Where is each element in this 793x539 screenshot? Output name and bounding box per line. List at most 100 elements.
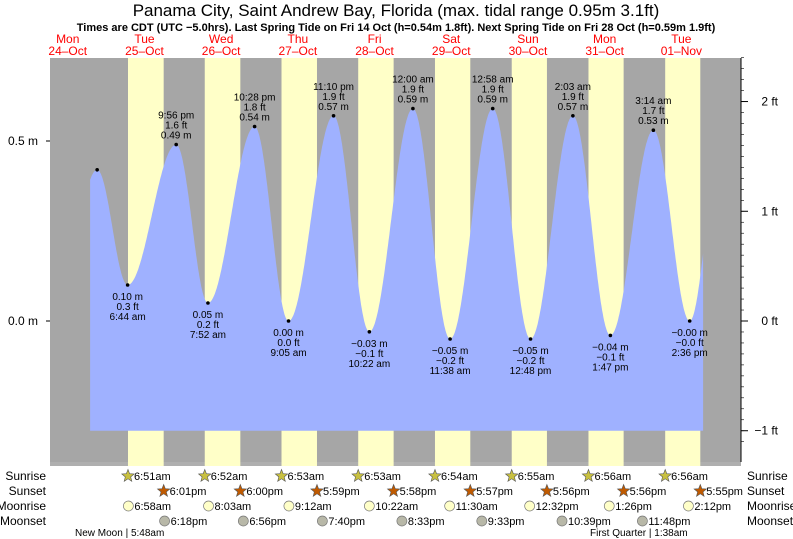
- y-right-tick-label: 1 ft: [761, 204, 778, 218]
- date-label: 28–Oct: [355, 44, 394, 58]
- date-label: 27–Oct: [279, 44, 318, 58]
- high-tide-point: [331, 114, 336, 118]
- chart-title: Panama City, Saint Andrew Bay, Florida (…: [133, 1, 660, 20]
- daylight-strip: [434, 462, 471, 466]
- low-tide-time: 6:44 am: [110, 312, 146, 323]
- moonrise-time: 12:32pm: [536, 501, 579, 513]
- sunrise-icon: [504, 468, 519, 482]
- low-tide-ft: −0.0 ft: [676, 338, 704, 349]
- daylight-strip: [588, 462, 624, 466]
- day-of-week-label: Sat: [442, 32, 461, 46]
- high-tide-meters: 0.49 m: [161, 131, 192, 142]
- moonrise-icon: [203, 500, 214, 512]
- low-tide-meters: −0.05 m: [512, 346, 548, 357]
- sunset-icon: [386, 483, 401, 497]
- high-tide-point: [651, 128, 656, 132]
- daylight-strip: [358, 462, 394, 466]
- sunrise-icon: [197, 468, 212, 482]
- moonset-time: 6:56pm: [249, 516, 286, 528]
- low-tide-time: 10:22 am: [348, 359, 390, 370]
- daylight-strip: [665, 462, 701, 466]
- moonrise-icon: [524, 500, 536, 512]
- low-tide-time: 2:36 pm: [672, 348, 708, 359]
- y-right-tick-label: 2 ft: [761, 95, 778, 109]
- high-tide-time: 12:00 am: [392, 75, 434, 86]
- sunset-icon: [156, 483, 171, 497]
- moonset-time: 6:18pm: [171, 516, 208, 528]
- high-tide-ft: 1.9 ft: [482, 85, 504, 96]
- moonset-time: 11:48pm: [648, 516, 690, 528]
- day-of-week-label: Mon: [593, 32, 616, 46]
- low-tide-ft: 0.0 ft: [277, 338, 299, 349]
- sunset-time: 5:56pm: [630, 486, 667, 498]
- low-tide-meters: 0.10 m: [112, 292, 143, 303]
- moonset-icon: [637, 515, 648, 527]
- moonrise-icon: [123, 500, 134, 512]
- high-tide-point: [174, 142, 178, 147]
- high-tide-time: 3:14 am: [635, 96, 671, 107]
- high-tide-ft: 1.9 ft: [322, 92, 344, 103]
- high-tide-meters: 0.57 m: [318, 102, 349, 113]
- low-tide-time: 9:05 am: [270, 348, 306, 359]
- high-tide-meters: 0.53 m: [638, 116, 669, 127]
- moonset-icon: [237, 515, 249, 527]
- sunrise-row-label-right: Sunrise: [747, 469, 788, 483]
- moonrise-row-label-right: Moonrise: [747, 499, 793, 513]
- sunset-time: 5:59pm: [323, 486, 360, 498]
- high-tide-meters: 0.59 m: [477, 95, 508, 106]
- night-strip: [50, 462, 741, 466]
- low-tide-meters: −0.05 m: [432, 346, 468, 357]
- sunset-icon: [616, 483, 631, 497]
- high-tide-point: [95, 168, 99, 172]
- low-tide-time: 7:52 am: [190, 330, 226, 341]
- sunrise-time: 6:52am: [211, 471, 248, 483]
- low-tide-meters: −0.04 m: [592, 342, 628, 353]
- sunset-time: 5:57pm: [476, 486, 513, 498]
- sunrise-time: 6:55am: [518, 471, 555, 483]
- low-tide-ft: −0.2 ft: [516, 356, 544, 367]
- moonset-icon: [556, 515, 568, 527]
- y-left-tick-label: 0.0 m: [8, 314, 38, 328]
- high-tide-ft: 1.8 ft: [243, 103, 265, 114]
- sunrise-time: 6:51am: [134, 471, 171, 483]
- moonrise-time: 1:26pm: [615, 501, 652, 513]
- sunset-row-label-right: Sunset: [747, 484, 785, 498]
- high-tide-ft: 1.7 ft: [642, 106, 664, 117]
- sunset-time: 5:58pm: [400, 486, 437, 498]
- moonrise-icon: [603, 500, 615, 512]
- moonset-time: 10:39pm: [568, 516, 611, 528]
- low-tide-time: 1:47 pm: [592, 362, 628, 373]
- moonrise-icon: [363, 500, 375, 512]
- sunset-time: 5:56pm: [553, 486, 590, 498]
- day-of-week-label: Tue: [671, 32, 692, 46]
- high-tide-time: 9:56 pm: [158, 111, 194, 122]
- high-tide-time: 12:58 am: [472, 75, 514, 86]
- high-tide-time: 2:03 am: [555, 82, 591, 93]
- chart-subtitle: Times are CDT (UTC −5.0hrs). Last Spring…: [77, 22, 716, 34]
- daylight-strip: [127, 462, 164, 466]
- moonset-icon: [317, 515, 328, 527]
- low-tide-point: [608, 333, 613, 338]
- date-label: 26–Oct: [202, 44, 241, 58]
- moon-phase-label: New Moon | 5:48am: [75, 528, 164, 539]
- moonrise-time: 6:58am: [134, 501, 171, 513]
- low-tide-point: [367, 330, 372, 334]
- high-tide-point: [252, 124, 257, 129]
- day-of-week-label: Mon: [56, 32, 79, 46]
- low-tide-meters: −0.03 m: [351, 339, 387, 350]
- low-tide-point: [206, 301, 210, 305]
- moonset-time: 9:33pm: [488, 516, 525, 528]
- moonrise-time: 11:30am: [456, 501, 498, 513]
- moonrise-icon: [283, 500, 295, 512]
- moonrise-time: 2:12pm: [694, 501, 731, 513]
- sunset-time: 6:01pm: [170, 486, 207, 498]
- moonrise-icon: [683, 500, 694, 512]
- high-tide-time: 11:10 pm: [313, 82, 354, 93]
- low-tide-ft: −0.2 ft: [436, 356, 464, 367]
- sunset-time: 5:55pm: [706, 486, 743, 498]
- low-tide-point: [448, 337, 452, 341]
- high-tide-meters: 0.59 m: [398, 95, 429, 106]
- date-label: 31–Oct: [585, 44, 624, 58]
- day-of-week-label: Sun: [517, 32, 538, 46]
